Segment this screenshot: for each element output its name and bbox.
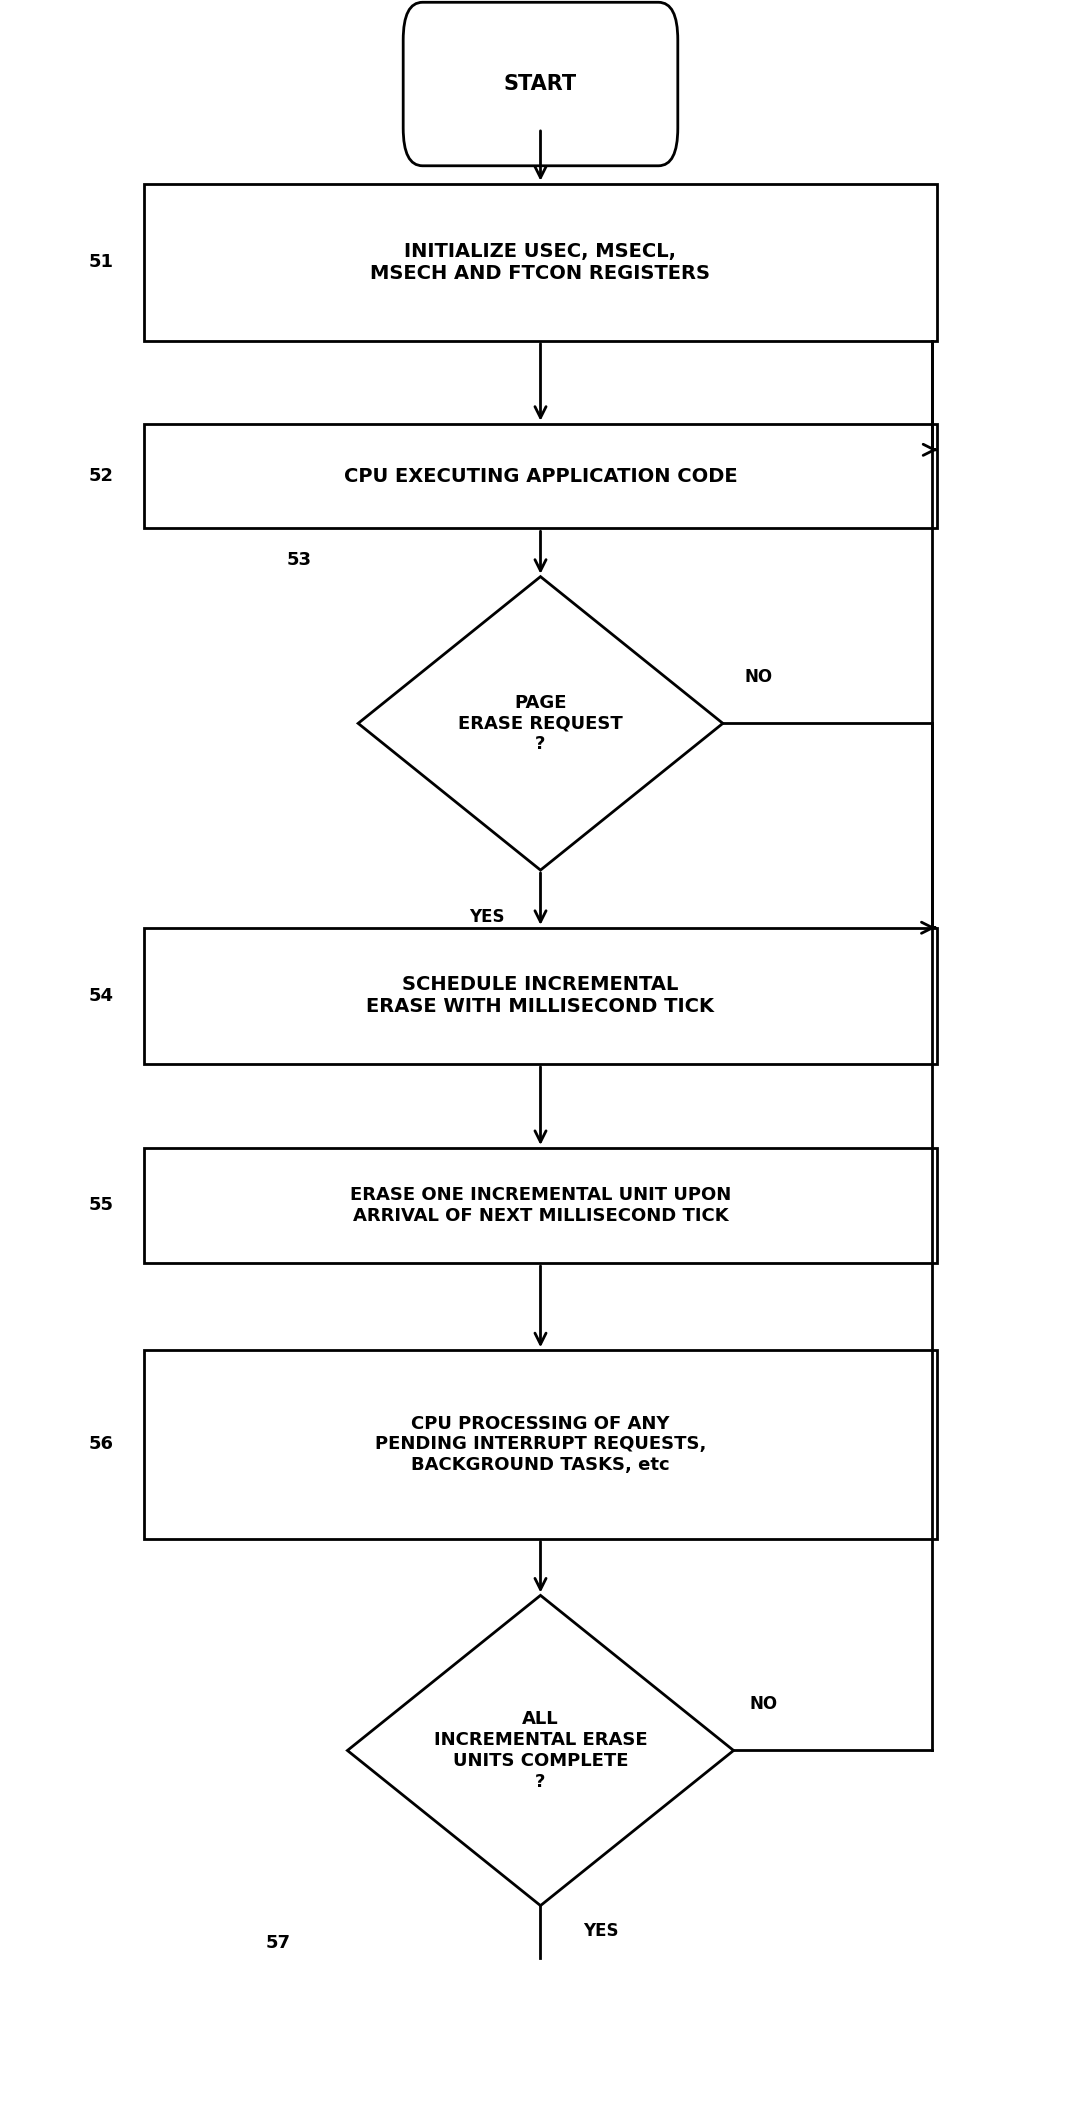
Text: 56: 56 [89, 1435, 114, 1454]
Bar [144, 184, 937, 340]
Text: INITIALIZE USEC, MSECL,
MSECH AND FTCON REGISTERS: INITIALIZE USEC, MSECL, MSECH AND FTCON … [371, 241, 710, 283]
Text: 55: 55 [89, 1197, 114, 1214]
Polygon shape [347, 1596, 734, 1906]
Bar [144, 424, 937, 528]
Text: PAGE
ERASE REQUEST
?: PAGE ERASE REQUEST ? [458, 695, 623, 754]
Text: NO: NO [749, 1695, 778, 1714]
Text: CPU EXECUTING APPLICATION CODE: CPU EXECUTING APPLICATION CODE [344, 467, 737, 486]
Bar [144, 1148, 937, 1262]
Polygon shape [358, 576, 723, 870]
Text: 52: 52 [89, 467, 114, 486]
Text: CPU PROCESSING OF ANY
PENDING INTERRUPT REQUESTS,
BACKGROUND TASKS, etc: CPU PROCESSING OF ANY PENDING INTERRUPT … [375, 1414, 706, 1473]
Text: YES: YES [469, 908, 505, 927]
Text: ALL
INCREMENTAL ERASE
UNITS COMPLETE
?: ALL INCREMENTAL ERASE UNITS COMPLETE ? [433, 1710, 648, 1790]
FancyBboxPatch shape [403, 2, 678, 167]
Text: ERASE ONE INCREMENTAL UNIT UPON
ARRIVAL OF NEXT MILLISECOND TICK: ERASE ONE INCREMENTAL UNIT UPON ARRIVAL … [350, 1186, 731, 1224]
Text: 51: 51 [89, 253, 114, 270]
Text: SCHEDULE INCREMENTAL
ERASE WITH MILLISECOND TICK: SCHEDULE INCREMENTAL ERASE WITH MILLISEC… [366, 975, 715, 1015]
Text: 53: 53 [286, 551, 311, 568]
Text: 54: 54 [89, 986, 114, 1005]
Bar [144, 1351, 937, 1539]
Text: YES: YES [584, 1923, 619, 1940]
Text: START: START [504, 74, 577, 95]
Bar [144, 927, 937, 1064]
Text: NO: NO [745, 669, 773, 686]
Text: 57: 57 [265, 1934, 290, 1953]
